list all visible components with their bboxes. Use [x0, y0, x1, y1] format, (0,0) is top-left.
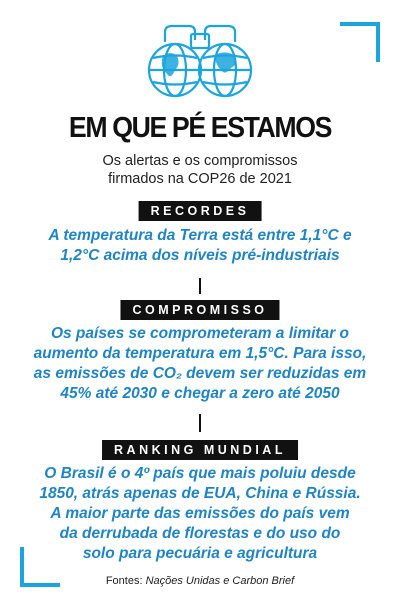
- text-line: da derrubada de florestas e do uso do: [59, 525, 341, 542]
- corner-bracket-top-right: [340, 22, 380, 62]
- text-line: as emissões de CO₂ devem ser reduzidas e…: [33, 365, 367, 382]
- subtitle-line: Os alertas e os compromissos: [102, 153, 298, 169]
- corner-bracket-bottom-left: [20, 547, 60, 587]
- section-connector: [199, 278, 201, 294]
- section-connector: [199, 414, 201, 432]
- text-line: A maior parte das emissões do país vem: [50, 505, 350, 522]
- text-line: 1,2°C acima dos níveis pré-industriais: [60, 247, 340, 264]
- page-subtitle: Os alertas e os compromissos firmados na…: [0, 152, 400, 188]
- text-line: 45% até 2030 e chegar a zero até 2050: [60, 385, 340, 402]
- section-text-ranking-mundial: O Brasil é o 4º país que mais poluiu des…: [0, 464, 400, 564]
- sources-prefix: Fontes:: [105, 575, 143, 587]
- binoculars-globe-icon: [147, 24, 253, 98]
- text-line: O Brasil é o 4º país que mais poluiu des…: [44, 465, 356, 482]
- text-line: aumento da temperatura em 1,5°C. Para is…: [33, 345, 367, 362]
- page-title: EM QUE PÉ ESTAMOS: [68, 112, 333, 144]
- sources-text: Nações Unidas e Carbon Brief: [145, 575, 295, 587]
- section-text-recordes: A temperatura da Terra está entre 1,1°C …: [0, 226, 400, 266]
- text-line: 1850, atrás apenas de EUA, China e Rússi…: [39, 485, 361, 502]
- text-line: solo para pecuária e agricultura: [82, 545, 318, 562]
- section-label-recordes: RECORDES: [138, 201, 262, 221]
- text-line: A temperatura da Terra está entre 1,1°C …: [48, 227, 352, 244]
- subtitle-line: firmados na COP26 de 2021: [108, 171, 292, 187]
- section-label-ranking-mundial: RANKING MUNDIAL: [102, 440, 298, 460]
- sources-footer: Fontes: Nações Unidas e Carbon Brief: [0, 575, 400, 587]
- text-line: Os países se comprometeram a limitar o: [50, 325, 350, 342]
- section-label-compromisso: COMPROMISSO: [120, 300, 280, 320]
- section-text-compromisso: Os países se comprometeram a limitar o a…: [0, 324, 400, 404]
